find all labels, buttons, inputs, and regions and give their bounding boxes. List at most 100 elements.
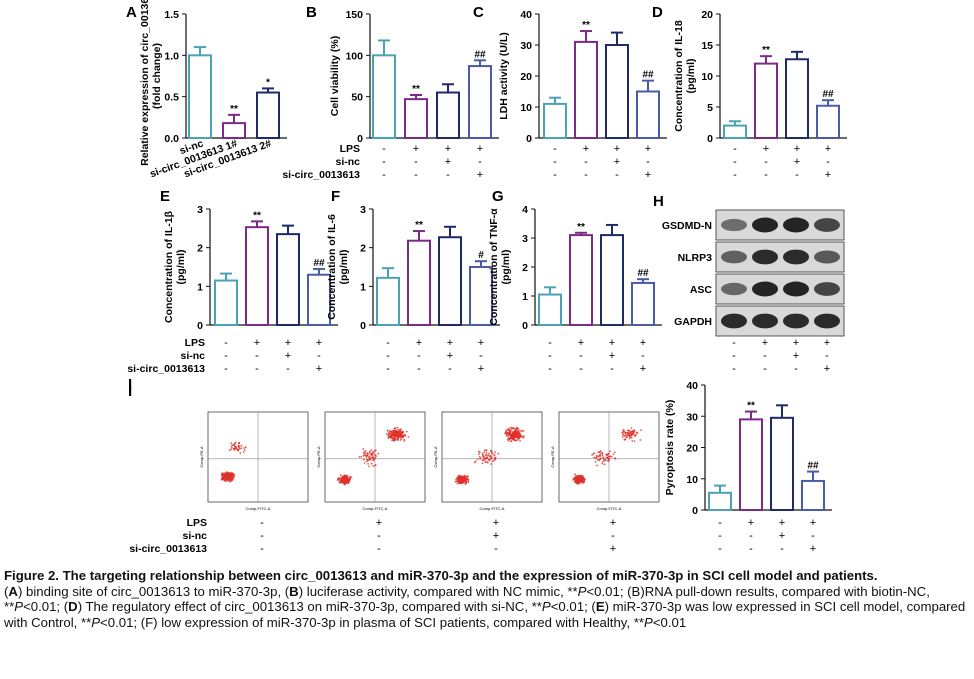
- treatment-sign: +: [493, 530, 499, 542]
- panel-label: C: [473, 4, 484, 21]
- flow-event: [473, 461, 476, 464]
- flow-event: [574, 473, 576, 476]
- flow-event: [360, 455, 363, 458]
- treatment-sign: +: [640, 363, 646, 375]
- panel-e-chart: E 0 1 2 3 Concentration of IL-1β(pg/ml) ** ##: [160, 188, 338, 332]
- panel-label: H: [653, 193, 664, 210]
- blot-band: [814, 313, 840, 329]
- bar: [816, 104, 840, 140]
- y-tick-label: 20: [520, 71, 532, 83]
- flow-event: [374, 449, 376, 452]
- bar: [256, 91, 280, 139]
- flow-event: [460, 479, 463, 482]
- flow-event: [609, 455, 612, 458]
- flow-event: [505, 430, 507, 433]
- flow-event: [598, 451, 601, 454]
- treatment-sign: -: [548, 363, 552, 375]
- treatment-sign: -: [224, 363, 228, 375]
- flow-event: [229, 480, 232, 483]
- flow-event: [513, 427, 515, 430]
- treatment-sign: +: [477, 143, 483, 155]
- flow-event: [579, 477, 582, 480]
- flow-event: [488, 452, 491, 455]
- flow-event: [238, 441, 241, 444]
- treatment-sign: -: [579, 363, 583, 375]
- flow-event: [229, 477, 232, 480]
- blot-band: [814, 250, 840, 264]
- treatment-sign: -: [386, 363, 390, 375]
- treatment-sign: -: [553, 156, 557, 168]
- flow-event: [231, 478, 234, 481]
- treatment-sign: -: [414, 156, 418, 168]
- treatment-sign: -: [764, 169, 768, 181]
- treatment-sign: +: [477, 169, 483, 181]
- flow-event: [602, 457, 605, 459]
- flow-event: [479, 457, 482, 460]
- bar: [222, 122, 246, 140]
- treatment-sign: -: [763, 350, 767, 362]
- flow-event: [364, 452, 367, 455]
- flow-event: [464, 483, 467, 486]
- flow-event: [517, 434, 520, 437]
- blot-band: [752, 313, 778, 329]
- treatment-sign: -: [446, 169, 450, 181]
- y-tick-label: 3: [360, 204, 366, 216]
- treatment-sign: -: [733, 143, 737, 155]
- treatment-sign: -: [718, 530, 722, 542]
- flow-event: [511, 427, 514, 430]
- treatment-sign: -: [224, 350, 228, 362]
- bar: [785, 58, 809, 139]
- treatment-sign: -: [386, 350, 390, 362]
- flow-event: [397, 437, 400, 440]
- y-tick-label: 10: [701, 71, 713, 83]
- flow-event: [375, 455, 378, 457]
- y-tick-label: 0: [522, 320, 528, 332]
- flow-event: [601, 454, 604, 457]
- blot-band: [721, 218, 747, 232]
- significance-mark: *: [266, 77, 270, 88]
- bar: [245, 226, 269, 327]
- flow-event: [515, 432, 518, 435]
- bar: [543, 102, 567, 139]
- bar: [801, 479, 825, 511]
- flow-event: [627, 432, 630, 435]
- flow-event: [509, 429, 512, 431]
- blot-band: [783, 313, 809, 329]
- flow-event: [341, 481, 344, 484]
- flow-event: [467, 479, 470, 482]
- flow-event: [377, 452, 380, 455]
- flow-event: [463, 479, 466, 482]
- treatment-sign: -: [718, 517, 722, 529]
- flow-event: [400, 428, 402, 431]
- flow-event: [399, 429, 401, 432]
- flow-event: [601, 462, 603, 465]
- treatment-table: - + + +- - + -- - - +: [718, 517, 816, 555]
- flow-event: [577, 476, 580, 479]
- flow-event: [514, 439, 516, 441]
- flow-event: [572, 478, 575, 480]
- flow-event: [630, 436, 633, 439]
- flow-event: [507, 431, 510, 434]
- treatment-sign: +: [285, 337, 291, 349]
- y-tick-label: 1: [522, 291, 528, 303]
- flow-plot: Comp-PE-A Comp-FITC-A: [550, 411, 660, 511]
- flow-event: [228, 475, 231, 477]
- caption-title: Figure 2. The targeting relationship bet…: [4, 568, 878, 583]
- flow-event: [576, 482, 579, 485]
- y-tick-label: 0: [707, 133, 713, 145]
- treatment-sign: +: [609, 337, 615, 349]
- flow-event: [365, 455, 368, 458]
- flow-x-label: Comp-FITC-A: [597, 506, 622, 511]
- treatment-sign: -: [611, 530, 615, 542]
- flow-event: [221, 475, 224, 478]
- flow-event: [481, 452, 484, 455]
- treatment-sign: -: [382, 143, 386, 155]
- treatment-sign: +: [609, 350, 615, 362]
- flow-event: [510, 440, 512, 443]
- blot-band-label: ASC: [690, 284, 713, 296]
- panel-label: B: [306, 4, 317, 21]
- flow-event: [595, 456, 597, 459]
- flow-event: [631, 439, 634, 442]
- treatment-sign: -: [615, 169, 619, 181]
